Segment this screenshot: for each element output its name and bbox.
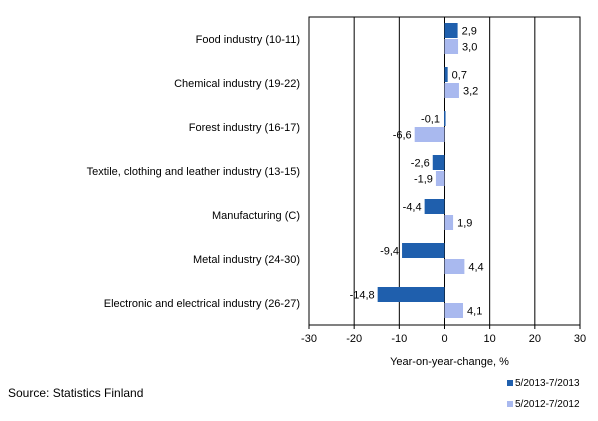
bar [444, 111, 446, 126]
bar [444, 215, 454, 230]
bar [414, 127, 445, 142]
category-label: Forest industry (16-17) [189, 122, 300, 134]
x-tick-label: 10 [484, 333, 496, 345]
x-tick-label: -20 [346, 333, 362, 345]
bar [444, 83, 459, 98]
bar [424, 199, 445, 214]
data-labels: 2,9 3,0 0,7 3,2 -0,1 -6,6 -2,6 -1,9 -4,4 1,9 -9,4 4… [350, 26, 484, 318]
data-label: 3,2 [463, 86, 478, 98]
data-label: -4,4 [403, 202, 422, 214]
data-label: -0,1 [421, 114, 440, 126]
legend-label-series-2: 5/2012-7/2012 [515, 399, 580, 410]
bar [435, 171, 445, 186]
category-label: Food industry (10-11) [196, 34, 300, 46]
x-tick-label: 0 [441, 333, 447, 345]
legend-item-series-2: 5/2012-7/2012 [507, 399, 580, 410]
bar [402, 243, 445, 258]
data-label: -1,9 [414, 174, 433, 186]
data-label: -6,6 [393, 130, 412, 142]
category-label: Electronic and electrical industry (26-2… [104, 298, 300, 310]
x-tick-label: 30 [574, 333, 586, 345]
bar [444, 303, 464, 318]
bars [377, 23, 465, 318]
data-label: 1,9 [457, 218, 472, 230]
plot-area [308, 16, 581, 326]
data-label: -14,8 [350, 290, 375, 302]
x-axis-ticks: -30 -20 -10 0 10 20 30 [301, 325, 586, 345]
x-tick-label: -10 [391, 333, 407, 345]
x-tick-label: -30 [301, 333, 317, 345]
legend-label-series-1: 5/2013-7/2013 [515, 378, 580, 389]
x-axis-title: Year-on-year-change, % [390, 356, 509, 368]
category-labels: Food industry (10-11) Chemical industry (… [87, 34, 300, 310]
category-label: Manufacturing (C) [212, 210, 300, 222]
legend-item-series-1: 5/2013-7/2013 [507, 378, 580, 389]
data-label: 4,4 [468, 262, 483, 274]
category-label: Metal industry (24-30) [193, 254, 300, 266]
data-label: -9,4 [380, 246, 399, 258]
category-label: Chemical industry (19-22) [174, 78, 300, 90]
category-label: Textile, clothing and leather industry (… [87, 166, 300, 178]
bar [444, 259, 465, 274]
bar [444, 23, 458, 38]
data-label: 3,0 [462, 42, 477, 54]
bar [444, 39, 459, 54]
x-tick-label: 20 [529, 333, 541, 345]
source-note: Source: Statistics Finland [8, 386, 144, 400]
data-label: 0,7 [452, 70, 467, 82]
data-label: 2,9 [462, 26, 477, 38]
bar [444, 67, 448, 82]
data-label: -2,6 [411, 158, 430, 170]
legend-swatch-series-2 [507, 401, 513, 407]
data-label: 4,1 [467, 306, 482, 318]
legend-swatch-series-1 [507, 380, 513, 386]
bar [377, 287, 445, 302]
bar [432, 155, 445, 170]
